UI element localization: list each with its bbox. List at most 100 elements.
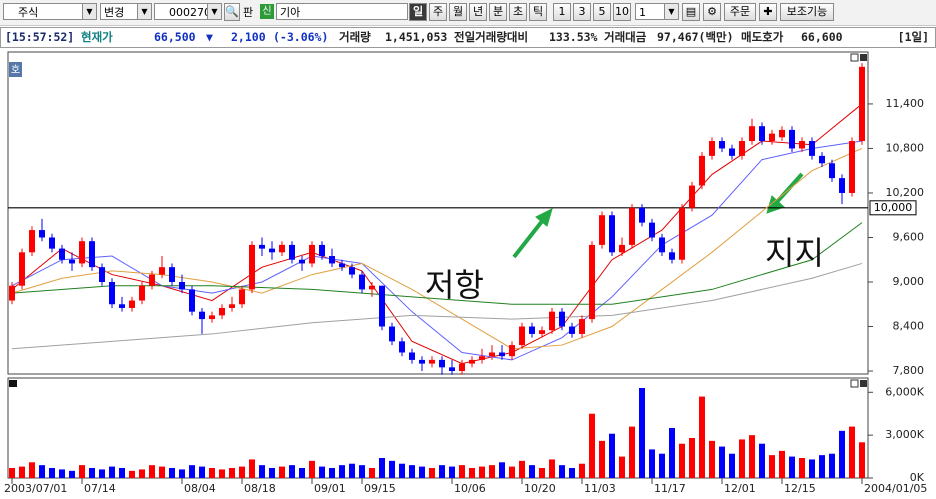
new-badge: 신 — [260, 4, 274, 19]
volume-bar — [59, 469, 65, 478]
period-button[interactable]: 월 — [449, 3, 467, 21]
search-button[interactable]: 🔍 — [224, 3, 240, 21]
multiplier-button[interactable]: 1 — [553, 3, 571, 21]
volume-bar — [419, 466, 425, 478]
market-text: 주식 — [18, 6, 39, 19]
volume-bar — [489, 465, 495, 478]
volume-bar — [109, 466, 115, 478]
x-tick-label: 07/14 — [84, 482, 116, 495]
candle-body — [809, 141, 815, 156]
x-tick-label: 10/06 — [454, 482, 486, 495]
candle-body — [579, 319, 585, 334]
candle-body — [569, 326, 575, 334]
x-tick-label: 09/01 — [314, 482, 346, 495]
panel-close-icon[interactable] — [860, 380, 867, 387]
time: [15:57:52] — [5, 30, 75, 44]
volume-bar — [459, 465, 465, 478]
candle-body — [499, 352, 505, 357]
candle-body — [249, 244, 255, 290]
volume-bar — [49, 468, 55, 478]
aux-button[interactable]: 보조기능 — [780, 3, 834, 21]
amount: 97,467(백만) — [657, 30, 734, 44]
candle-body — [639, 207, 645, 223]
candle-body — [149, 274, 155, 286]
period-button[interactable]: 초 — [509, 3, 527, 21]
panel-menu-icon[interactable] — [9, 380, 17, 387]
volume-bar — [79, 465, 85, 478]
dropdown-arrow[interactable]: ▼ — [664, 4, 678, 19]
x-tick-label: 2004/01/05 — [864, 482, 927, 495]
period-button[interactable]: 분 — [489, 3, 507, 21]
multiplier-button[interactable]: 10 — [613, 3, 631, 21]
candle-body — [519, 326, 525, 346]
add-button[interactable]: ✚ — [759, 3, 777, 21]
candle-body — [239, 289, 245, 305]
candle-body — [459, 363, 465, 372]
panel-close-icon[interactable] — [860, 54, 867, 61]
candle-body — [829, 163, 835, 179]
candle-body — [489, 352, 495, 357]
order-button[interactable]: 주문 — [724, 3, 756, 21]
candle-body — [549, 311, 555, 331]
period-button[interactable]: 주 — [429, 3, 447, 21]
x-tick-label: 08/04 — [184, 482, 216, 495]
volume-bar — [469, 468, 475, 478]
volume-bar — [239, 466, 245, 478]
volume-bar — [319, 466, 325, 478]
count-input[interactable]: 1 ▼ — [635, 3, 679, 20]
volume-label: 거래량 — [339, 30, 371, 44]
volume-bar — [89, 468, 95, 478]
candle-body — [799, 141, 805, 149]
moving-average-line — [11, 222, 863, 305]
volume-bar — [729, 453, 735, 478]
candle-body — [29, 230, 35, 253]
dropdown-arrow[interactable]: ▼ — [82, 4, 96, 19]
panel-max-icon[interactable] — [850, 53, 859, 62]
period-button[interactable]: 틱 — [529, 3, 547, 21]
period-button[interactable]: 일 — [409, 3, 427, 21]
candle-body — [269, 248, 275, 253]
dropdown-arrow[interactable]: ▼ — [137, 4, 151, 19]
candle-body — [749, 126, 755, 142]
save-button[interactable]: ▤ — [682, 3, 700, 21]
pan-label: 판 — [243, 6, 254, 19]
candle-body — [339, 263, 345, 268]
volume-bar — [509, 466, 515, 478]
multiplier-button[interactable]: 3 — [573, 3, 591, 21]
candle-body — [659, 237, 665, 253]
volume-bar — [329, 468, 335, 478]
code-input[interactable]: 000270 ▼ — [154, 3, 222, 20]
volume-bar — [229, 468, 235, 478]
settings-button[interactable]: ⚙ — [703, 3, 721, 21]
dropdown-arrow[interactable]: ▼ — [207, 4, 221, 19]
candle-body — [709, 141, 715, 156]
candle-body — [299, 259, 305, 264]
period-button[interactable]: 년 — [469, 3, 487, 21]
candle-body — [469, 359, 475, 364]
annotation: 저항 — [425, 266, 484, 304]
candle-body — [689, 185, 695, 208]
change-select[interactable]: 변경 ▼ — [100, 3, 152, 20]
volume-bar — [289, 465, 295, 478]
candle-body — [769, 133, 775, 142]
volume-bar — [559, 465, 565, 478]
candle-body — [59, 248, 65, 260]
panel-max-icon[interactable] — [850, 379, 859, 388]
volume-bar — [189, 465, 195, 478]
volume-bar — [409, 465, 415, 478]
candle-body — [329, 256, 335, 264]
info-bar: [15:57:52] 현재가 66,500 ▼ 2,100 (-3.06%) 거… — [0, 27, 936, 48]
x-tick-label: 09/15 — [364, 482, 396, 495]
multiplier-button[interactable]: 5 — [593, 3, 611, 21]
volume-bar — [739, 439, 745, 478]
volume-bar — [799, 458, 805, 478]
candle-body — [279, 244, 285, 253]
market-select[interactable]: 주식 ▼ — [3, 3, 97, 20]
volume-bar — [389, 460, 395, 478]
volume-bar — [529, 465, 535, 478]
volume-bar — [659, 453, 665, 478]
name-input[interactable]: 기아 — [276, 3, 408, 20]
resist-arrow — [512, 208, 553, 259]
moving-average-line — [11, 262, 863, 350]
